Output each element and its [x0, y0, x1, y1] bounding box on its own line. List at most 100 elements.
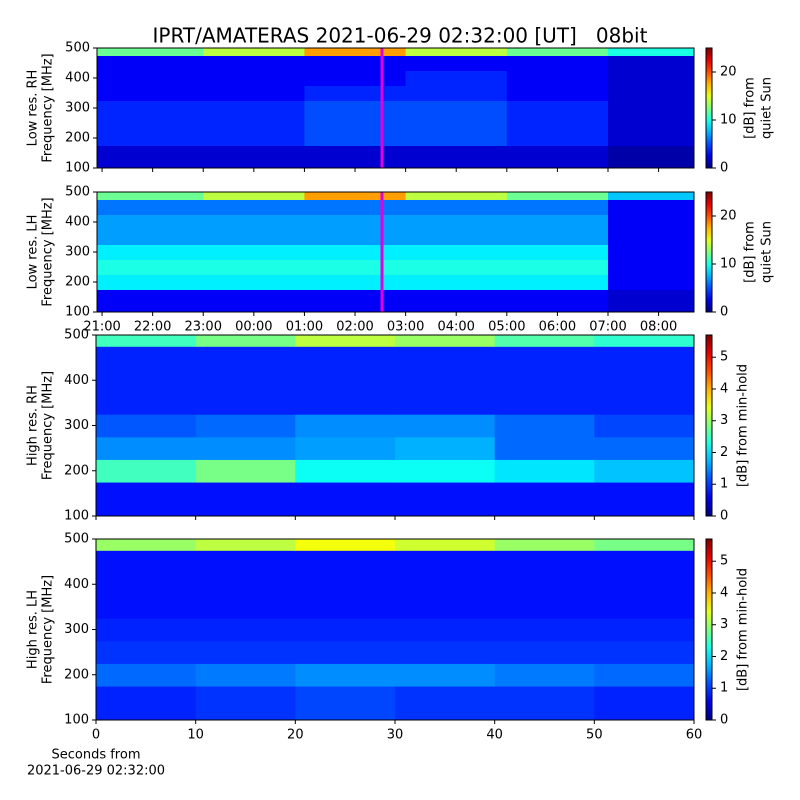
y-tick-label: 200 [65, 131, 90, 146]
heat-cell [506, 289, 609, 313]
heat-cell [494, 368, 595, 393]
heat-cell [195, 539, 296, 551]
y-axis-label: Frequency [MHz] [41, 197, 56, 306]
heat-cell [195, 335, 296, 347]
heat-cell [96, 346, 197, 370]
heat-cell [96, 572, 197, 597]
heat-cell [97, 259, 204, 275]
heat-cell [395, 391, 496, 415]
heat-cell [594, 482, 695, 517]
heat-cell [96, 640, 197, 664]
heat-cell [195, 663, 296, 687]
x-tick-label: 08:00 [640, 320, 677, 335]
heat-cell [405, 214, 508, 230]
heat-cell [203, 115, 305, 131]
y-axis-label: High res. RH [26, 385, 41, 466]
heat-cell [594, 550, 695, 574]
heat-cell [195, 618, 296, 642]
colorbar-tick-label: 20 [720, 65, 737, 80]
colorbar-label: quiet Sun [760, 221, 775, 283]
colorbar-tick-label: 2 [720, 649, 728, 664]
heat-cell [203, 100, 305, 116]
y-tick-label: 100 [65, 161, 90, 176]
heat-cell [195, 686, 296, 721]
heat-cell [494, 436, 595, 460]
heat-cell [607, 145, 695, 169]
y-axis-label: Frequency [MHz] [41, 575, 56, 684]
heat-cell [304, 48, 407, 56]
heat-cell [295, 368, 396, 393]
heat-cell [203, 244, 305, 260]
heat-cell [304, 244, 407, 260]
heat-cell [203, 199, 305, 215]
heat-cell [97, 100, 204, 116]
heat-cell [395, 436, 496, 460]
heat-cell [97, 214, 204, 230]
heat-cell [607, 192, 695, 200]
heat-cell [395, 618, 496, 642]
y-tick-label: 300 [64, 622, 89, 637]
heat-cell [494, 640, 595, 664]
heat-cell [195, 550, 296, 574]
heat-cell [405, 115, 508, 131]
heat-cell [97, 145, 204, 169]
y-tick-label: 100 [64, 509, 89, 524]
heat-cell [304, 229, 407, 245]
x-tick-label: 00:00 [235, 320, 272, 335]
x-axis-label: Seconds from [51, 748, 140, 763]
x-tick-label: 07:00 [589, 320, 626, 335]
colorbar-label: quiet Sun [760, 77, 775, 139]
x-tick-label: 40 [486, 728, 503, 743]
heat-cell [97, 70, 204, 86]
heat-cell [405, 100, 508, 116]
heat-cell [506, 192, 609, 200]
x-tick-label: 21:00 [83, 320, 120, 335]
y-tick-label: 200 [64, 667, 89, 682]
heat-cell [594, 595, 695, 619]
heat-cell [607, 115, 695, 131]
heat-cell [494, 618, 595, 642]
x-tick-label: 0 [92, 728, 100, 743]
heat-cell [203, 289, 305, 313]
heat-cell [494, 539, 595, 551]
y-tick-label: 500 [65, 41, 90, 56]
x-tick-label: 50 [586, 728, 603, 743]
colorbar-tick-label: 10 [720, 257, 737, 272]
x-tick-label: 22:00 [134, 320, 171, 335]
y-axis-label: Frequency [MHz] [41, 53, 56, 162]
heat-cell [405, 274, 508, 290]
heat-cell [97, 229, 204, 245]
heat-cell [494, 595, 595, 619]
heat-cell [295, 414, 396, 438]
heat-cell [405, 244, 508, 260]
x-tick-label: 05:00 [488, 320, 525, 335]
heat-cell [195, 436, 296, 460]
heat-cell [304, 192, 407, 200]
heat-cell [395, 686, 496, 721]
heat-cell [506, 244, 609, 260]
heat-cell [607, 48, 695, 56]
heat-cell [97, 85, 204, 101]
heat-cell [405, 289, 508, 313]
heat-cell [506, 70, 609, 86]
heat-cell [97, 115, 204, 131]
heat-cell [607, 259, 695, 275]
colorbar-tick-label: 1 [720, 681, 728, 696]
heat-cell [203, 145, 305, 169]
heat-cell [195, 595, 296, 619]
x-tick-label: 01:00 [286, 320, 323, 335]
y-tick-label: 400 [65, 215, 90, 230]
heat-cell [295, 482, 396, 517]
heat-cell [295, 346, 396, 370]
y-tick-label: 200 [64, 463, 89, 478]
y-tick-label: 300 [65, 245, 90, 260]
heat-cell [304, 289, 407, 313]
colorbar-tick-label: 3 [720, 617, 728, 632]
heat-cell [96, 550, 197, 574]
heat-cell [607, 85, 695, 101]
colorbar-label: [dB] from [743, 77, 758, 139]
heat-cell [405, 192, 508, 200]
heat-cell [594, 572, 695, 597]
heat-cell [97, 244, 204, 260]
